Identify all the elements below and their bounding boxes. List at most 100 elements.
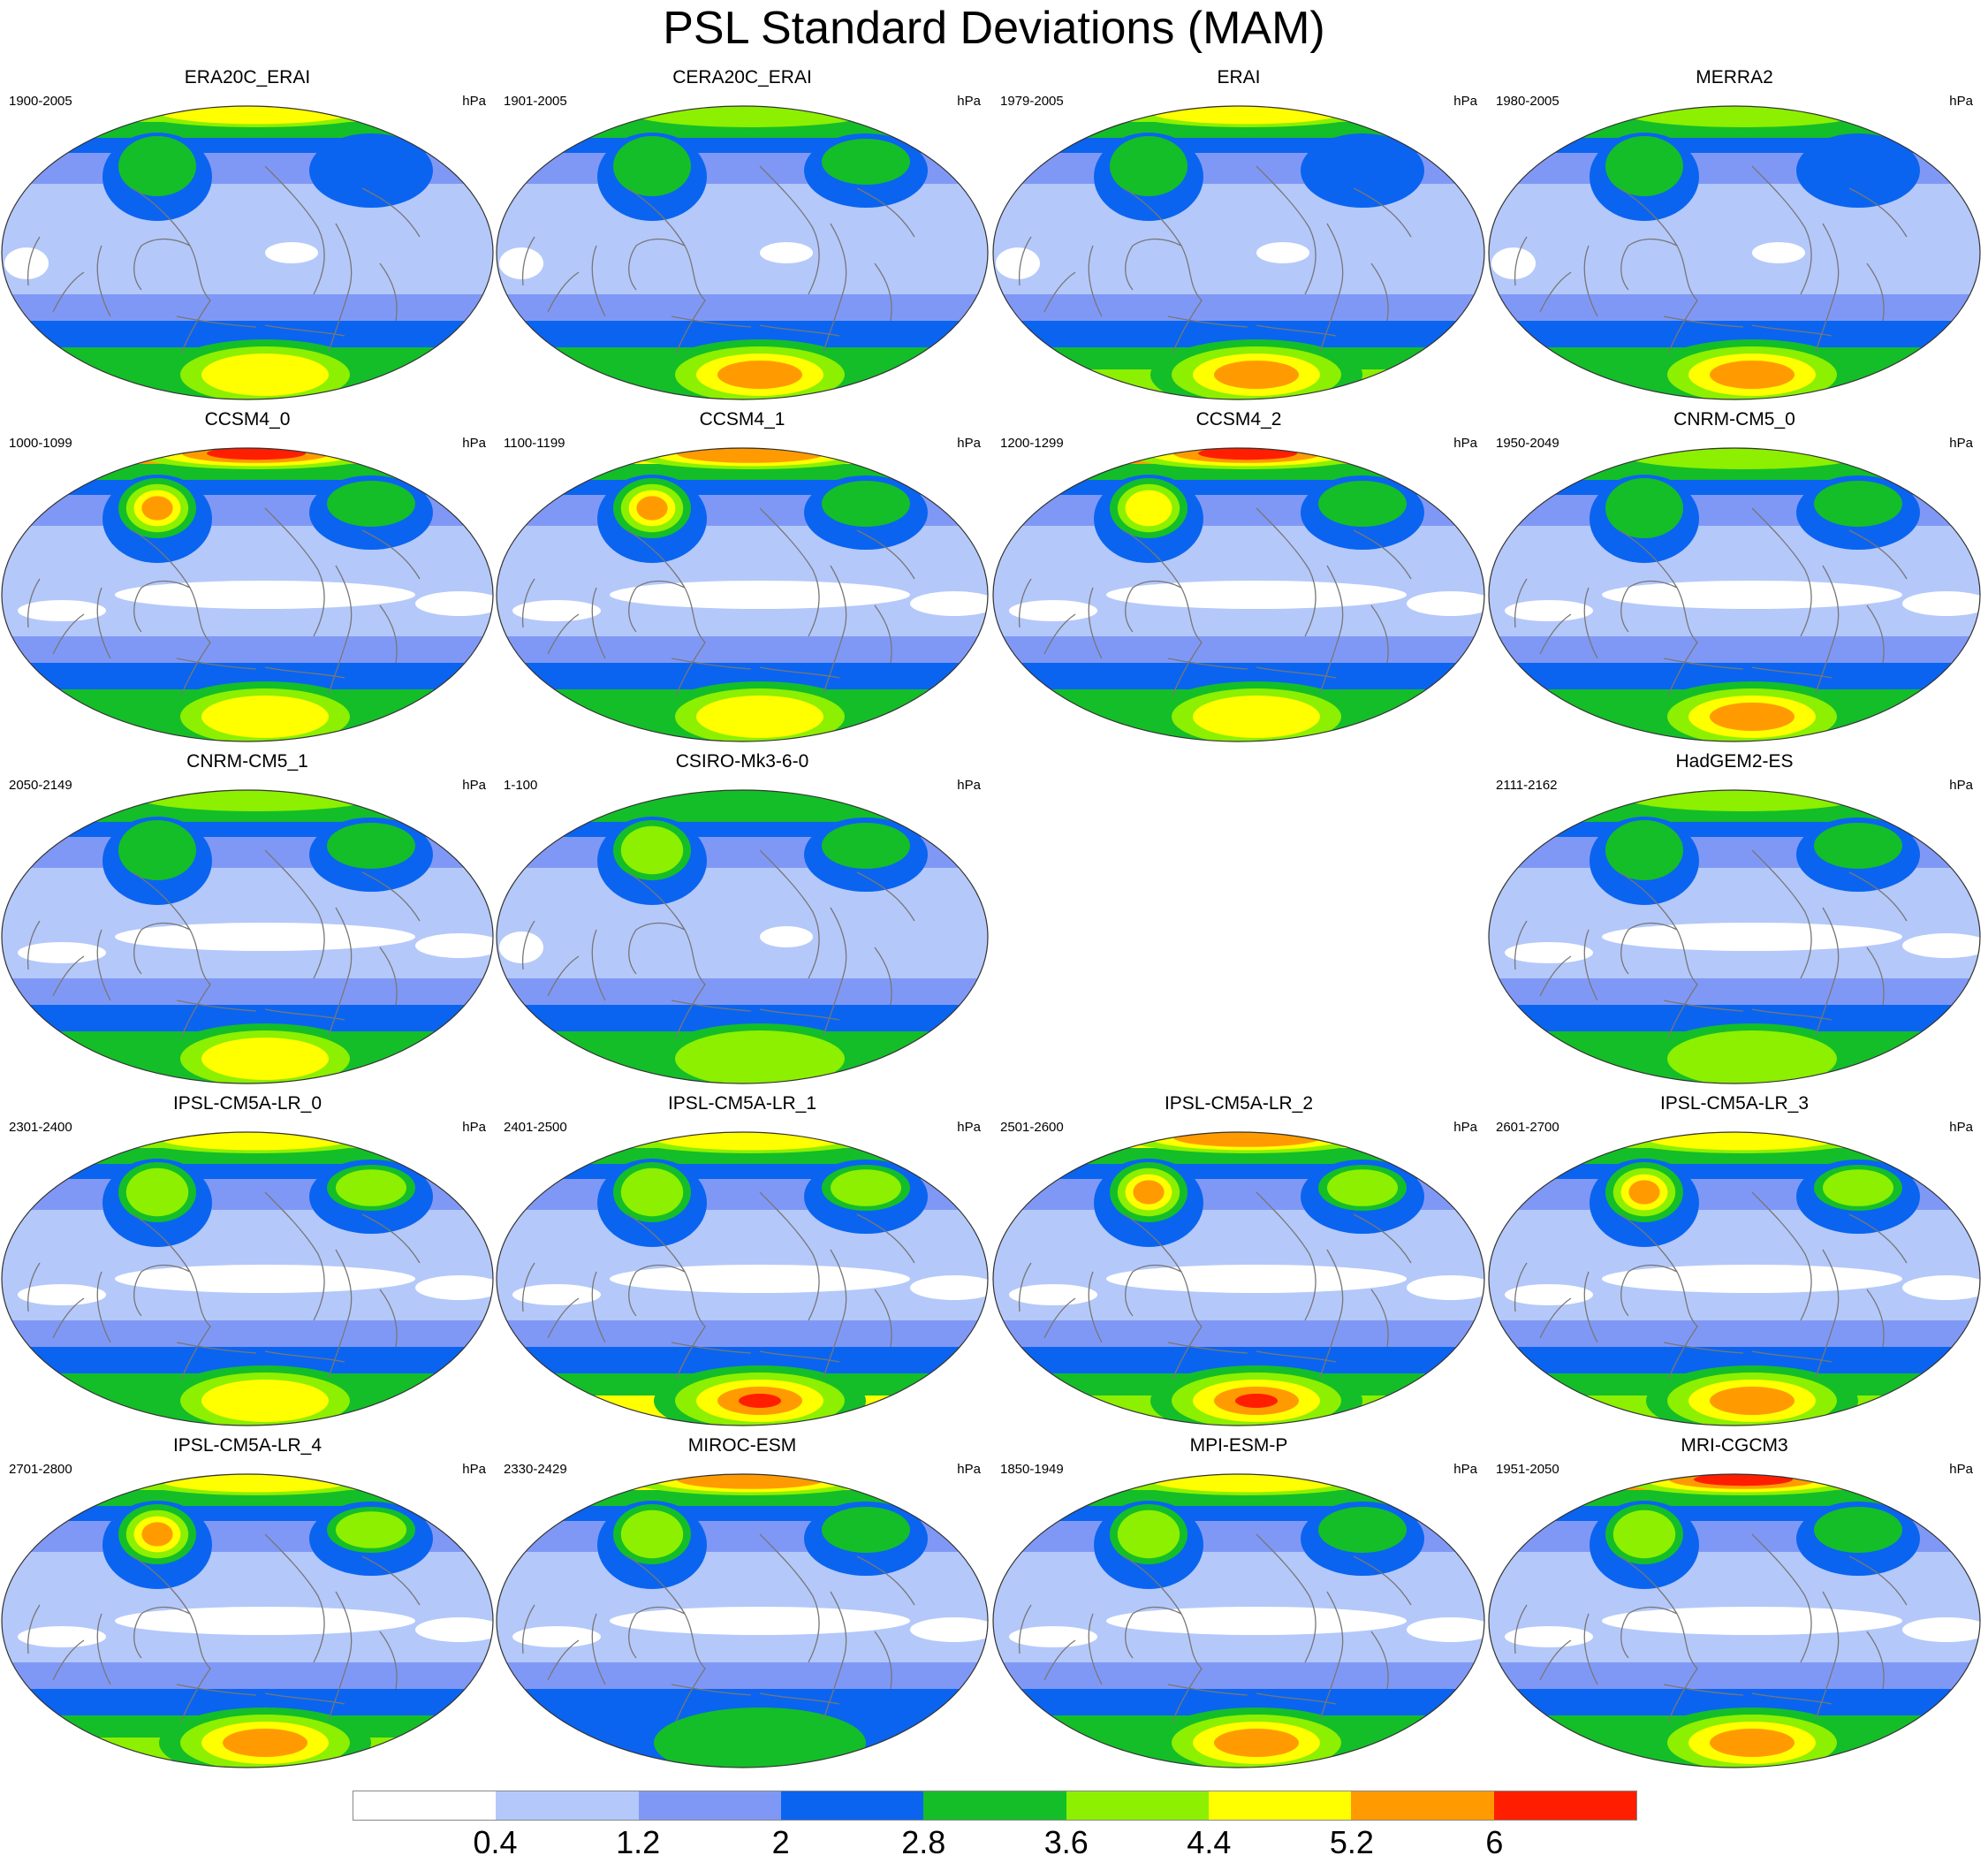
coastline xyxy=(628,1264,686,1317)
tropical-minimum xyxy=(610,581,910,609)
coastline xyxy=(264,165,325,295)
north-atlantic-maximum xyxy=(1814,481,1902,527)
map-outline xyxy=(496,789,989,1084)
north-pacific-maximum xyxy=(118,136,196,196)
coastline xyxy=(1125,238,1182,291)
panel-title: CCSM4_0 xyxy=(204,409,291,430)
map-panel: HadGEM2-ES 2111-2162 hPa xyxy=(1487,751,1982,1085)
coastline xyxy=(671,1342,840,1363)
coastline xyxy=(1125,580,1182,633)
map-panel: MPI-ESM-P 1850-1949 hPa xyxy=(991,1435,1486,1769)
panel-title: CCSM4_2 xyxy=(1195,409,1282,430)
panel-units: hPa xyxy=(1453,436,1477,451)
map-outline xyxy=(1488,1473,1981,1768)
tropical-minimum xyxy=(1752,242,1805,263)
coastline xyxy=(1620,238,1678,291)
north-pacific-maximum xyxy=(1612,1509,1676,1559)
coastline xyxy=(1620,922,1678,975)
map-panel: IPSL-CM5A-LR_2 2501-2600 hPa xyxy=(991,1093,1486,1427)
north-atlantic-maximum xyxy=(831,1169,901,1206)
map-panel: IPSL-CM5A-LR_1 2401-2500 hPa xyxy=(495,1093,990,1427)
coastline xyxy=(1319,1249,1344,1379)
tropical-minimum xyxy=(1407,591,1484,616)
coastline xyxy=(521,1262,535,1312)
colorbar-swatch xyxy=(1351,1791,1494,1820)
coastline xyxy=(1663,1684,1832,1705)
coastline xyxy=(1043,1271,1103,1343)
coastline xyxy=(176,316,345,337)
coastline xyxy=(328,565,353,695)
tropical-minimum xyxy=(1602,1265,1902,1293)
panel-units: hPa xyxy=(462,436,486,451)
north-atlantic-maximum xyxy=(822,1507,910,1553)
coastline xyxy=(1663,1342,1832,1363)
arctic-maximum xyxy=(627,106,875,127)
coastline xyxy=(628,238,686,291)
tropical-minimum xyxy=(1505,1284,1593,1305)
antarctic-maximum xyxy=(675,1030,845,1084)
coastline xyxy=(1751,507,1812,637)
panel-title: IPSL-CM5A-LR_1 xyxy=(667,1093,817,1114)
coastline xyxy=(1620,1606,1678,1659)
coastline xyxy=(1848,871,1908,1006)
tropical-minimum xyxy=(910,1275,988,1300)
panel-period: 1901-2005 xyxy=(504,94,567,109)
robinson-map xyxy=(496,447,989,742)
tropical-minimum xyxy=(1491,247,1536,279)
colorbar-label: 6 xyxy=(1485,1824,1504,1860)
coastline xyxy=(133,238,191,291)
tropical-minimum xyxy=(512,1284,601,1305)
map-outline xyxy=(992,447,1485,742)
coastline xyxy=(759,1533,820,1663)
north-atlantic-maximum xyxy=(822,139,910,185)
north-pacific-maximum xyxy=(620,1509,684,1559)
coastline xyxy=(547,245,606,317)
map-panel: CERA20C_ERAI 1901-2005 hPa xyxy=(495,67,990,401)
coastline xyxy=(1815,1249,1840,1379)
coastline xyxy=(1620,580,1678,633)
coastline xyxy=(671,316,840,337)
tropical-minimum xyxy=(1106,581,1407,609)
tropical-minimum xyxy=(115,923,415,951)
colorbar-swatch xyxy=(923,1791,1066,1820)
robinson-map xyxy=(1488,1131,1981,1426)
map-outline xyxy=(1488,1131,1981,1426)
panel-title: CNRM-CM5_0 xyxy=(1673,409,1795,430)
coastline xyxy=(1751,1533,1812,1663)
north-pacific-maximum xyxy=(1110,136,1187,196)
panel-period: 2401-2500 xyxy=(504,1120,567,1135)
colorbar-swatch xyxy=(1066,1791,1209,1820)
tropical-minimum xyxy=(1009,1284,1097,1305)
robinson-map xyxy=(1488,789,1981,1084)
coastline xyxy=(1123,529,1203,696)
tropical-minimum xyxy=(1256,242,1309,263)
north-atlantic-maximum xyxy=(327,823,415,869)
panel-units: hPa xyxy=(1949,436,1973,451)
tropical-minimum xyxy=(760,926,813,947)
coastline xyxy=(1619,529,1698,696)
tropical-minimum xyxy=(415,933,493,958)
tropical-minimum xyxy=(910,591,988,616)
north-pacific-maximum xyxy=(1133,1180,1165,1205)
coastline xyxy=(176,1000,345,1021)
arctic-maximum xyxy=(1644,1132,1842,1151)
contour-fill xyxy=(1301,133,1424,208)
tropical-minimum xyxy=(18,942,106,963)
tropical-minimum xyxy=(512,600,601,621)
coastline xyxy=(521,578,535,628)
arctic-maximum xyxy=(652,1132,850,1151)
coastline xyxy=(759,849,820,979)
north-pacific-maximum xyxy=(1125,490,1172,527)
north-atlantic-maximum xyxy=(1318,481,1407,527)
map-outline xyxy=(992,1473,1485,1768)
north-pacific-maximum xyxy=(1117,1509,1180,1559)
north-atlantic-maximum xyxy=(336,1511,406,1548)
map-panel: CCSM4_0 1000-1099 hPa xyxy=(0,409,495,743)
coastline xyxy=(1848,1555,1908,1690)
north-pacific-maximum xyxy=(613,136,691,196)
coastline xyxy=(1663,316,1832,337)
arctic-maximum xyxy=(1620,448,1867,469)
tropical-minimum xyxy=(18,600,106,621)
colorbar-swatch xyxy=(638,1791,781,1820)
panel-title: CERA20C_ERAI xyxy=(672,67,812,87)
